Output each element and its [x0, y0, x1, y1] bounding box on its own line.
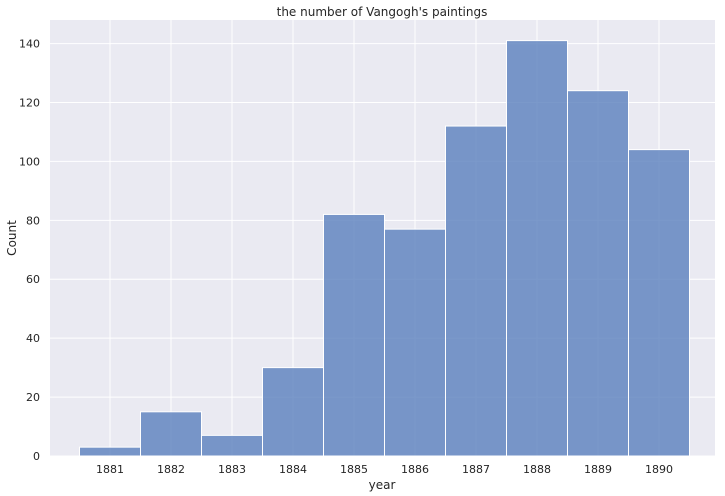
x-tick-label: 1885 [340, 463, 368, 476]
x-tick-label: 1889 [584, 463, 612, 476]
bar-1883 [201, 434, 263, 457]
bar-1889 [567, 90, 629, 457]
bar-1881 [79, 446, 141, 457]
y-tick-label: 60 [26, 273, 40, 286]
y-tick-label: 100 [19, 155, 40, 168]
y-tick-labels: 0 20 40 60 80 100 120 140 [19, 38, 40, 463]
chart-title: the number of Vangogh's paintings [277, 5, 488, 19]
x-tick-label: 1886 [401, 463, 429, 476]
x-tick-label: 1884 [279, 463, 307, 476]
bar-1886 [384, 228, 446, 457]
y-tick-label: 20 [26, 391, 40, 404]
x-tick-label: 1882 [157, 463, 185, 476]
bar-1890 [628, 149, 690, 457]
bars [79, 40, 690, 457]
x-tick-label: 1888 [523, 463, 551, 476]
x-tick-label: 1881 [96, 463, 124, 476]
y-tick-label: 0 [33, 450, 40, 463]
y-tick-label: 40 [26, 332, 40, 345]
y-axis-label: Count [5, 220, 19, 256]
x-tick-label: 1890 [645, 463, 673, 476]
x-axis-label: year [369, 478, 396, 492]
bar-1887 [445, 125, 507, 457]
bar-1888 [506, 40, 568, 457]
y-tick-label: 140 [19, 38, 40, 51]
bar-1882 [140, 411, 202, 457]
y-tick-label: 80 [26, 214, 40, 227]
bar-1885 [323, 213, 385, 457]
bar-1884 [262, 367, 324, 457]
x-tick-label: 1883 [218, 463, 246, 476]
x-tick-label: 1887 [462, 463, 490, 476]
x-tick-labels: 1881 1882 1883 1884 1885 1886 1887 1888 1889 1890 [96, 463, 673, 476]
y-tick-label: 120 [19, 96, 40, 109]
